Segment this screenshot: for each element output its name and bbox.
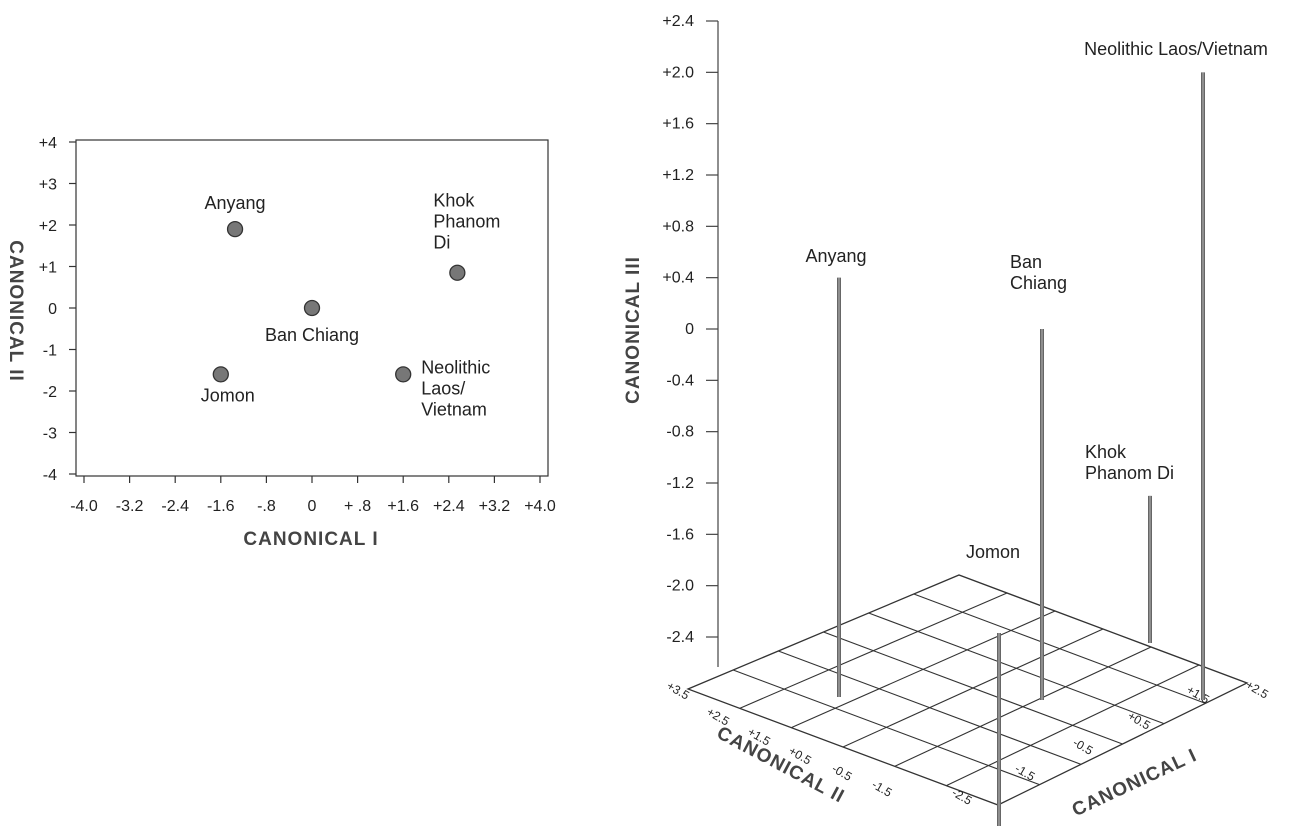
x-tick-label: -.8 (257, 498, 276, 515)
z-tick-label: -1.2 (666, 475, 694, 492)
z-tick-label: 0 (685, 321, 694, 338)
z-tick-label: +0.8 (662, 218, 694, 235)
z-tick-label: +0.4 (662, 270, 694, 287)
canonical-i-tick-label: -1.5 (1013, 761, 1038, 784)
canonical-i-tick-label: +2.5 (1243, 678, 1271, 702)
data-point-label: Ban Chiang (265, 325, 359, 345)
z-tick-label: +1.6 (662, 116, 694, 133)
x-tick-label: 0 (308, 498, 317, 515)
y-tick-label: -4 (43, 467, 57, 484)
floor-grid-line (913, 593, 1206, 704)
y-axis-title: CANONICAL II (5, 240, 26, 381)
y-tick-label: -2 (43, 384, 57, 401)
z-tick-label: +2.4 (662, 13, 694, 30)
canonical-i-tick-label: +1.5 (1184, 683, 1212, 707)
z-tick-label: -0.4 (666, 372, 694, 389)
z-tick-label: -1.6 (666, 526, 694, 543)
x-tick-label: -2.4 (161, 498, 189, 515)
canonical-2d-scatter: -4.0 -3.2 -2.4 -1.6 -.8 0 + .8 +1.6 +2.4 +3.2 +4.0… (5, 135, 556, 550)
z-tick-label: -2.4 (666, 629, 694, 646)
data-point (303, 299, 321, 317)
y-tick-label: 0 (48, 301, 57, 318)
y-tick-label: +4 (39, 135, 57, 152)
floor-grid-line (778, 650, 1082, 765)
data-point-label: Khok Phanom Di (433, 191, 500, 253)
canonical-i-tick-label: -0.5 (1071, 735, 1096, 758)
stem-label: Neolithic Laos/Vietnam (1084, 39, 1268, 59)
stem-label: Khok Phanom Di (1085, 442, 1174, 483)
x-tick-label: +4.0 (524, 498, 556, 515)
data-point-label: Anyang (205, 193, 266, 213)
stem-label: Anyang (805, 246, 866, 266)
data-point-label: Neolithic Laos/Vietnam (421, 357, 490, 419)
x-tick-label: +1.6 (387, 498, 419, 515)
data-point (395, 366, 412, 383)
x-tick-label: +3.2 (479, 498, 511, 515)
floor-grid-line (732, 669, 1040, 786)
canonical-i-tick-label: +0.5 (1125, 709, 1153, 733)
x-tick-label: + .8 (344, 498, 371, 515)
z-axis-title: CANONICAL III (623, 256, 644, 404)
canonical-ii-tick-label: +3.5 (664, 679, 692, 703)
canonical-ii-axis-title: CANONICAL II (713, 723, 848, 808)
data-point (212, 366, 229, 383)
stem-label: Ban Chiang (1010, 252, 1067, 293)
y-tick-label: +1 (39, 260, 57, 277)
x-tick-label: -1.6 (207, 498, 235, 515)
z-tick-label: +1.2 (662, 167, 694, 184)
z-tick-label: -2.0 (666, 578, 694, 595)
x-axis-title: CANONICAL I (243, 529, 378, 550)
data-point (449, 264, 466, 281)
data-point-label: Jomon (201, 385, 255, 405)
x-tick-label: +2.4 (433, 498, 465, 515)
canonical-3d-plot: +2.4 +2.0 +1.6 +1.2 +0.8 +0.4 0 -0.4 -0.8 -1.2 -1.… (623, 13, 1271, 826)
floor-grid-line (868, 612, 1165, 725)
floor-grid-line (823, 631, 1123, 745)
canonical-ii-tick-label: -1.5 (870, 777, 895, 800)
x-tick-label: -4.0 (70, 498, 98, 515)
y-tick-label: -3 (43, 426, 57, 443)
y-tick-label: +3 (39, 177, 57, 194)
x-tick-label: -3.2 (116, 498, 144, 515)
stem-label: Jomon (966, 542, 1020, 562)
z-tick-label: -0.8 (666, 424, 694, 441)
y-tick-label: +2 (39, 218, 57, 235)
y-tick-label: -1 (43, 343, 57, 360)
data-point (226, 220, 244, 238)
z-tick-label: +2.0 (662, 64, 694, 81)
